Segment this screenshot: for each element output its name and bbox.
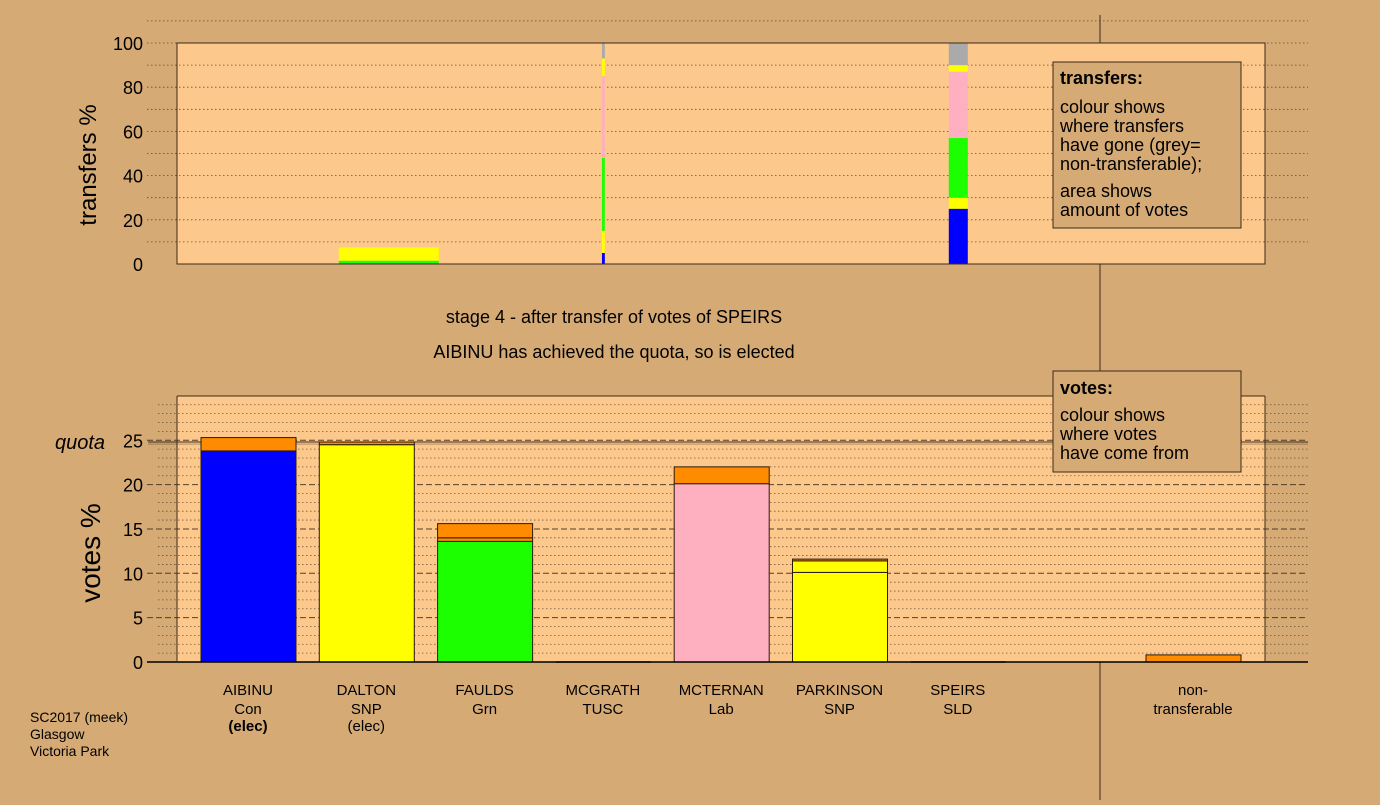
vote-segment-mcternan <box>673 483 770 663</box>
votes-tick-label: 25 <box>123 431 143 451</box>
transfers-tick-label: 0 <box>133 255 143 275</box>
candidate-status: (elec) <box>228 718 267 735</box>
candidate-party: Lab <box>709 701 734 718</box>
votes-tick-label: 10 <box>123 564 143 584</box>
candidate-status: (elec) <box>348 718 386 735</box>
candidate-name: AIBINU <box>223 682 273 699</box>
transfer-segment-mcgrath <box>601 76 605 158</box>
transfer-segment-speirs <box>948 197 968 209</box>
stage-status: stage 4 - after transfer of votes of SPE… <box>446 307 782 327</box>
transfers-tick-label: 20 <box>123 211 143 231</box>
transfers-legend-line: area shows <box>1060 181 1152 201</box>
votes-tick-label: 0 <box>133 653 143 673</box>
votes-tick-label: 15 <box>123 520 143 540</box>
candidate-name: FAULDS <box>455 682 513 699</box>
candidate-party: Grn <box>472 701 497 718</box>
transfer-segment-mcgrath <box>601 43 605 59</box>
vote-segment-aibinu <box>200 437 297 452</box>
quota-label: quota <box>55 432 105 454</box>
vote-segment-parkinson <box>792 571 888 663</box>
transfers-plot-frame <box>176 42 1266 265</box>
transfer-segment-mcgrath <box>601 230 605 253</box>
vote-segment-parkinson <box>792 558 888 562</box>
vote-segment-parkinson <box>792 560 888 573</box>
candidate-party: SLD <box>943 701 972 718</box>
transfer-segment-speirs <box>948 65 968 72</box>
votes-tick-label: 20 <box>123 476 143 496</box>
votes-y-axis-label: votes % <box>75 503 106 603</box>
transfer-segment-dalton <box>338 247 439 261</box>
transfers-legend: transfers: colour shows where transfers … <box>1052 61 1242 229</box>
candidate-labels: AIBINUCon(elec)DALTONSNP(elec)FAULDSGrnM… <box>223 682 985 735</box>
candidate-party: TUSC <box>582 701 623 718</box>
transfer-segment-speirs <box>948 208 968 264</box>
transfers-legend-line: colour shows <box>1060 97 1165 117</box>
vote-segment-faulds <box>437 540 534 663</box>
votes-legend: votes: colour shows where votes have com… <box>1052 370 1242 473</box>
votes-legend-line: colour shows <box>1060 405 1165 425</box>
transfers-tick-label: 100 <box>113 34 143 54</box>
vote-segment-dalton <box>318 444 415 663</box>
vote-segment-faulds <box>437 523 534 539</box>
vote-segment-faulds <box>437 537 534 542</box>
transfers-tick-label: 80 <box>123 78 143 98</box>
footer-council: Glasgow <box>30 726 85 742</box>
candidate-name: DALTON <box>337 682 396 699</box>
vote-segment-dalton <box>318 441 415 446</box>
votes-tick-label: 5 <box>133 609 143 629</box>
votes-legend-line: where votes <box>1059 424 1157 444</box>
transfers-bars <box>338 43 968 264</box>
transfers-legend-line: have gone (grey= <box>1060 135 1201 155</box>
votes-y-ticks: 0 5 10 15 20 25 <box>123 431 143 673</box>
transfers-y-axis-label: transfers % <box>75 104 102 225</box>
transfers-legend-title: transfers: <box>1060 68 1143 88</box>
nontransferable-label: transferable <box>1153 701 1232 718</box>
transfer-segment-mcgrath <box>601 157 605 231</box>
footer-ward: Victoria Park <box>30 743 110 759</box>
vote-segment-nontransferable <box>1145 654 1242 663</box>
votes-legend-box <box>1052 370 1242 473</box>
transfers-legend-box <box>1052 61 1242 229</box>
transfer-segment-mcgrath <box>601 252 605 264</box>
candidate-name: MCTERNAN <box>679 682 764 699</box>
transfers-y-ticks: 0 20 40 60 80 100 <box>113 34 143 275</box>
nontransferable-label: non- <box>1178 682 1208 699</box>
candidate-name: PARKINSON <box>796 682 883 699</box>
election-status: AIBINU has achieved the quota, so is ele… <box>433 342 794 362</box>
candidate-party: Con <box>234 701 262 718</box>
candidate-name: SPEIRS <box>930 682 985 699</box>
transfer-segment-speirs <box>948 43 968 66</box>
transfers-legend-line: amount of votes <box>1060 200 1188 220</box>
candidate-party: SNP <box>351 701 382 718</box>
vote-segment-aibinu <box>200 450 297 663</box>
candidate-party: SNP <box>824 701 855 718</box>
transfers-tick-label: 60 <box>123 122 143 142</box>
candidate-name: MCGRATH <box>566 682 641 699</box>
transfers-legend-line: where transfers <box>1059 116 1184 136</box>
votes-legend-line: have come from <box>1060 443 1189 463</box>
votes-bars <box>147 437 1308 663</box>
footer-election: SC2017 (meek) <box>30 709 128 725</box>
transfer-segment-speirs <box>948 71 968 139</box>
transfer-segment-dalton <box>338 260 439 264</box>
votes-legend-title: votes: <box>1060 378 1113 398</box>
transfer-segment-mcgrath <box>601 58 605 77</box>
vote-segment-mcternan <box>673 466 770 485</box>
transfer-segment-speirs <box>948 138 968 198</box>
transfers-tick-label: 40 <box>123 167 143 187</box>
transfers-legend-line: non-transferable); <box>1060 154 1202 174</box>
